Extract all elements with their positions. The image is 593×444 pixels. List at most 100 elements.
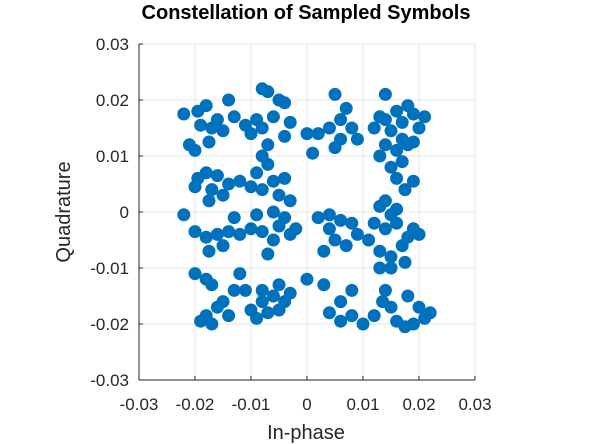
chart-title: Constellation of Sampled Symbols: [142, 2, 471, 24]
data-point: [395, 115, 409, 129]
data-point: [412, 300, 426, 314]
data-point: [317, 278, 331, 292]
data-point: [255, 183, 269, 197]
data-point: [356, 317, 370, 331]
data-point: [261, 306, 275, 320]
data-point: [289, 222, 303, 236]
data-point: [412, 121, 426, 135]
data-point: [266, 110, 280, 124]
data-point: [311, 211, 325, 225]
data-point: [378, 138, 392, 152]
data-point: [283, 115, 297, 129]
data-point: [238, 283, 252, 297]
data-point: [250, 166, 264, 180]
data-point: [205, 317, 219, 331]
data-point: [255, 225, 269, 239]
data-point: [406, 317, 420, 331]
data-point: [222, 93, 236, 107]
data-point: [401, 289, 415, 303]
data-point: [227, 283, 241, 297]
x-axis-label: In-phase: [267, 422, 345, 444]
data-point: [261, 138, 275, 152]
data-point: [188, 267, 202, 281]
data-point: [334, 295, 348, 309]
data-point: [255, 283, 269, 297]
x-tick-label: -0.02: [176, 395, 215, 414]
data-point: [334, 113, 348, 127]
data-point: [373, 199, 387, 213]
data-point: [378, 222, 392, 236]
data-point: [406, 107, 420, 121]
data-point: [261, 157, 275, 171]
data-point: [216, 188, 230, 202]
data-point: [222, 225, 236, 239]
data-point: [378, 113, 392, 127]
data-point: [244, 222, 258, 236]
data-point: [334, 132, 348, 146]
data-point: [216, 295, 230, 309]
data-point: [334, 213, 348, 227]
data-point: [261, 85, 275, 99]
data-point: [210, 169, 224, 183]
data-point: [339, 239, 353, 253]
data-point: [328, 233, 342, 247]
data-point: [250, 208, 264, 222]
data-point: [266, 174, 280, 188]
data-point: [266, 205, 280, 219]
data-point: [177, 208, 191, 222]
data-point: [395, 155, 409, 169]
data-point: [345, 283, 359, 297]
data-point: [233, 267, 247, 281]
data-point: [311, 127, 325, 141]
data-point: [283, 194, 297, 208]
data-point: [278, 211, 292, 225]
y-tick-label: 0.03: [96, 35, 129, 54]
data-point: [350, 132, 364, 146]
data-point: [199, 99, 213, 113]
data-point: [300, 127, 314, 141]
data-point: [322, 222, 336, 236]
data-point: [390, 171, 404, 185]
data-point: [194, 118, 208, 132]
data-point: [406, 222, 420, 236]
data-point: [384, 250, 398, 264]
y-tick-label: 0.02: [96, 91, 129, 110]
tick-labels: -0.03 -0.02 -0.01 0 0.01 0.02 0.03 -0.03 -0.02 -0…: [90, 35, 491, 414]
data-point: [222, 309, 236, 323]
data-point: [199, 166, 213, 180]
data-point: [362, 233, 376, 247]
data-point: [205, 278, 219, 292]
data-point: [328, 87, 342, 101]
y-tick-label: -0.02: [90, 315, 129, 334]
data-point: [322, 306, 336, 320]
data-point: [300, 272, 314, 286]
data-point: [216, 124, 230, 138]
data-point: [373, 149, 387, 163]
data-point: [306, 146, 320, 160]
y-axis-label: Quadrature: [53, 161, 75, 262]
data-point: [345, 309, 359, 323]
data-point: [345, 121, 359, 135]
data-point: [317, 244, 331, 258]
data-point: [272, 278, 286, 292]
y-tick-label: -0.03: [90, 371, 129, 390]
data-point: [216, 239, 230, 253]
data-point: [367, 121, 381, 135]
data-point: [202, 244, 216, 258]
data-point: [205, 183, 219, 197]
data-point: [384, 160, 398, 174]
data-point: [266, 233, 280, 247]
data-point: [244, 127, 258, 141]
data-point: [272, 188, 286, 202]
data-point: [398, 255, 412, 269]
data-point: [418, 311, 432, 325]
data-point: [233, 227, 247, 241]
data-point: [278, 171, 292, 185]
x-tick-label: 0.03: [458, 395, 491, 414]
data-point: [378, 283, 392, 297]
data-point: [244, 180, 258, 194]
axes: [138, 43, 476, 381]
data-point: [418, 110, 432, 124]
x-tick-label: 0.01: [346, 395, 379, 414]
